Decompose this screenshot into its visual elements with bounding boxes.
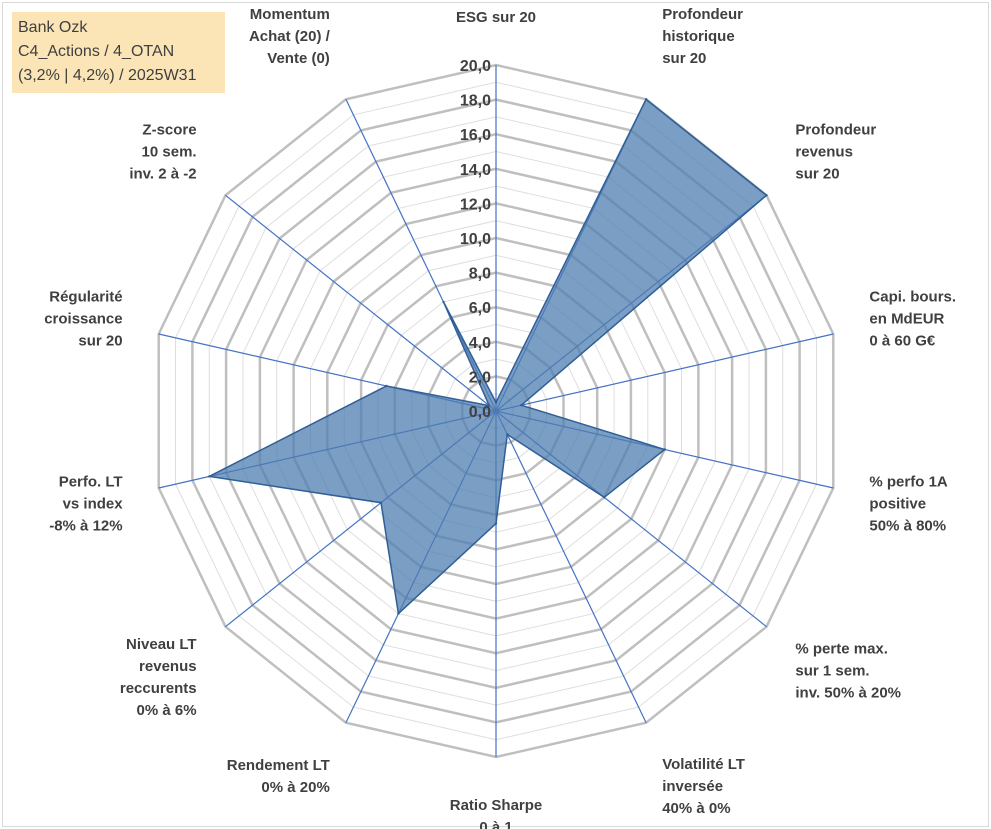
category-label: Momentum Achat (20) / Vente (0)	[249, 6, 331, 67]
category-label: Régularité croissance sur 20	[44, 288, 122, 349]
category-label-line: 0% à 6%	[137, 702, 197, 719]
category-label: Profondeur historique sur 20	[662, 6, 743, 67]
category-label-line: Volatilité LT	[662, 756, 745, 773]
category-label: Rendement LT 0% à 20%	[227, 757, 330, 796]
category-label-line: Profondeur	[662, 6, 743, 23]
data-point	[494, 522, 498, 525]
category-label-line: Perfo. LT	[59, 474, 123, 491]
category-label-line: sur 1 sem.	[795, 662, 869, 679]
category-labels: Note ESG sur 20 Profondeur historique sur 20…	[44, 0, 956, 829]
category-label-line: 0 à 60 G€	[869, 332, 936, 349]
tick-label: 6,0	[469, 300, 491, 317]
category-label-line: ESG sur 20	[456, 9, 536, 26]
category-label-line: % perfo 1A	[869, 474, 948, 491]
category-label-line: % perte max.	[795, 640, 888, 657]
tick-label: 10,0	[460, 231, 491, 248]
category-label: Capi. bours. en MdEUR 0 à 60 G€	[869, 288, 956, 349]
category-label-line: Vente (0)	[267, 50, 330, 67]
tick-label: 12,0	[460, 196, 491, 213]
category-label-line: Momentum	[250, 6, 330, 23]
data-point	[506, 433, 509, 436]
category-label-line: revenus	[795, 144, 853, 161]
category-label: Profondeur revenus sur 20	[795, 122, 876, 183]
category-label-line: 40% à 0%	[662, 800, 730, 817]
category-label-line: sur 20	[795, 166, 839, 183]
category-label-line: Note	[479, 0, 512, 4]
category-label-line: -8% à 12%	[49, 518, 122, 535]
category-label: % perfo 1A positive 50% à 80%	[869, 474, 948, 535]
category-label-line: Niveau LT	[126, 636, 197, 653]
data-point	[520, 404, 523, 407]
data-point	[488, 404, 491, 407]
category-label: Niveau LT revenus reccurents 0% à 6%	[120, 636, 197, 719]
data-point	[208, 475, 211, 478]
category-label-line: 0% à 20%	[261, 779, 329, 796]
data-point	[644, 98, 648, 101]
data-point	[397, 612, 400, 615]
category-label-line: Z-score	[142, 122, 196, 139]
category-label-line: Achat (20) /	[249, 28, 331, 45]
category-label-line: Régularité	[49, 288, 122, 305]
category-label-line: 10 sem.	[142, 144, 197, 161]
category-label: % perte max. sur 1 sem. inv. 50% à 20%	[795, 640, 901, 701]
tick-labels: 0,0 2,0 4,0 6,0 8,0 10,0 12,0 14,0 16,0 18,0 20,0	[460, 58, 491, 421]
tick-label: 18,0	[460, 93, 491, 110]
category-label-line: sur 20	[662, 50, 706, 67]
tick-label: 8,0	[469, 266, 491, 283]
category-label-line: reccurents	[120, 680, 197, 697]
category-label: Perfo. LT vs index -8% à 12%	[49, 474, 123, 535]
axis-spoke	[495, 410, 647, 723]
tick-label: 2,0	[469, 369, 491, 386]
data-point	[385, 384, 388, 388]
category-label-line: positive	[869, 496, 926, 513]
data-point	[494, 401, 498, 404]
category-label-line: croissance	[44, 310, 122, 327]
category-label: Note ESG sur 20	[456, 0, 536, 26]
category-label: Z-score 10 sem. inv. 2 à -2	[129, 122, 196, 183]
tick-label: 16,0	[460, 127, 491, 144]
info-company: Bank Ozk	[18, 19, 88, 36]
category-label-line: 50% à 80%	[869, 518, 946, 535]
tick-label: 0,0	[469, 404, 491, 421]
category-label-line: inv. 2 à -2	[129, 166, 196, 183]
category-label: Ratio Sharpe 0 à 1	[450, 797, 543, 829]
axis-spoke	[495, 333, 834, 412]
axis-spoke	[225, 194, 497, 412]
data-point	[663, 448, 666, 451]
category-label-line: revenus	[139, 658, 197, 675]
category-label-line: inv. 50% à 20%	[795, 684, 901, 701]
category-label-line: Capi. bours.	[869, 288, 956, 305]
category-label-line: 0 à 1	[479, 819, 512, 829]
category-label-line: Rendement LT	[227, 757, 330, 774]
category-label-line: Profondeur	[795, 122, 876, 139]
series	[206, 98, 768, 616]
category-label-line: sur 20	[78, 332, 122, 349]
info-box: Bank Ozk C4_Actions / 4_OTAN (3,2% | 4,2…	[12, 12, 225, 93]
tick-label: 14,0	[460, 162, 491, 179]
data-point	[765, 194, 768, 197]
category-label-line: Ratio Sharpe	[450, 797, 543, 814]
tick-label: 4,0	[469, 335, 491, 352]
category-label: Volatilité LT inversée 40% à 0%	[662, 756, 745, 817]
category-label-line: inversée	[662, 778, 723, 795]
info-category: C4_Actions / 4_OTAN	[18, 43, 175, 60]
tick-label: 20,0	[460, 58, 491, 75]
data-point	[603, 496, 606, 499]
info-period: (3,2% | 4,2%) / 2025W31	[18, 67, 197, 84]
category-label-line: en MdEUR	[869, 310, 944, 327]
data-point	[379, 501, 383, 504]
category-label-line: historique	[662, 28, 735, 45]
category-label-line: vs index	[63, 496, 124, 513]
data-point	[442, 300, 445, 304]
